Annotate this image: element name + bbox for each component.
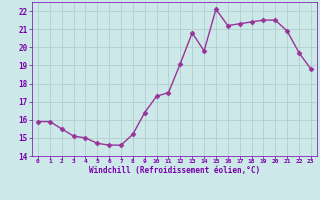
X-axis label: Windchill (Refroidissement éolien,°C): Windchill (Refroidissement éolien,°C) [89,166,260,175]
